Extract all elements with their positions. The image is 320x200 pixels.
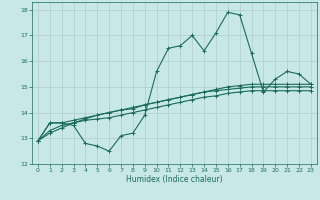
X-axis label: Humidex (Indice chaleur): Humidex (Indice chaleur) bbox=[126, 175, 223, 184]
